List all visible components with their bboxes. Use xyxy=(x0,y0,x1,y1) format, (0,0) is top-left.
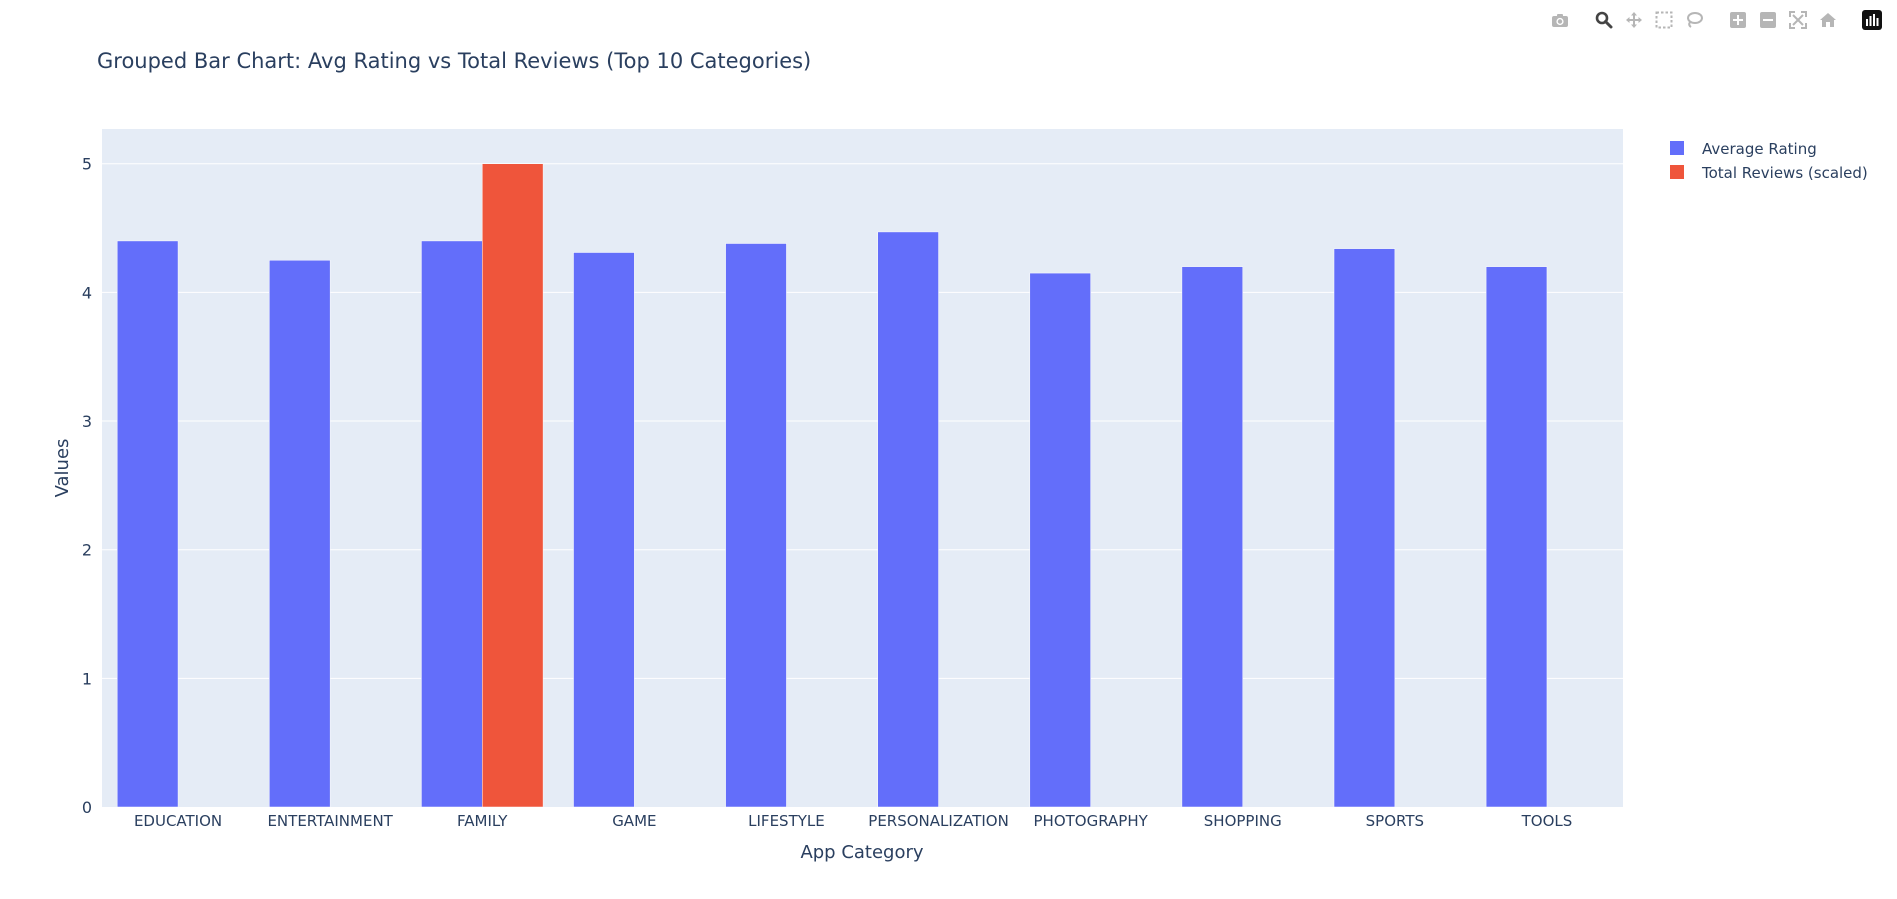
y-tick-label: 4 xyxy=(82,283,92,302)
bar-average-rating-personalization[interactable] xyxy=(877,231,939,808)
legend-label: Average Rating xyxy=(1702,140,1817,158)
legend-swatch xyxy=(1670,165,1684,179)
y-tick-label: 2 xyxy=(82,541,92,560)
zoom-in-icon[interactable] xyxy=(1723,9,1753,31)
legend: Average Rating Total Reviews (scaled) xyxy=(1670,140,1868,182)
y-tick-labels: 0 1 2 3 4 5 xyxy=(82,155,92,817)
bar-average-rating-family[interactable] xyxy=(421,240,483,808)
bar-average-rating-photography[interactable] xyxy=(1029,272,1091,808)
x-axis-title: App Category xyxy=(800,842,923,863)
bar-average-rating-sports[interactable] xyxy=(1333,248,1396,808)
autoscale-icon[interactable] xyxy=(1783,9,1813,31)
y-tick-label: 1 xyxy=(82,669,92,688)
x-tick-label: SHOPPING xyxy=(1204,812,1282,830)
pan-icon[interactable] xyxy=(1619,9,1649,31)
y-tick-label: 5 xyxy=(82,155,92,174)
bar-average-rating-game[interactable] xyxy=(573,252,635,808)
lasso-select-icon[interactable] xyxy=(1679,9,1709,31)
y-tick-label: 0 xyxy=(82,798,92,817)
x-tick-label: PERSONALIZATION xyxy=(868,812,1009,830)
zoom-out-icon[interactable] xyxy=(1753,9,1783,31)
box-select-icon[interactable] xyxy=(1649,9,1679,31)
reset-axes-icon[interactable] xyxy=(1813,9,1843,31)
legend-item[interactable]: Total Reviews (scaled) xyxy=(1670,164,1868,182)
x-tick-label: FAMILY xyxy=(457,812,508,830)
x-tick-label: EDUCATION xyxy=(134,812,222,830)
x-tick-label: ENTERTAINMENT xyxy=(267,812,393,830)
y-axis-title: Values xyxy=(52,439,73,498)
modebar-group-logo xyxy=(1857,9,1887,31)
bar-average-rating-shopping[interactable] xyxy=(1181,266,1244,808)
x-tick-label: TOOLS xyxy=(1521,812,1573,830)
bar-average-rating-lifestyle[interactable] xyxy=(725,243,787,808)
chart-title: Grouped Bar Chart: Avg Rating vs Total R… xyxy=(97,49,811,73)
bars xyxy=(116,163,1548,808)
camera-icon[interactable] xyxy=(1545,9,1575,31)
legend-item[interactable]: Average Rating xyxy=(1670,140,1817,158)
modebar xyxy=(1531,9,1887,31)
x-tick-label: GAME xyxy=(612,812,656,830)
x-tick-label: PHOTOGRAPHY xyxy=(1034,812,1149,830)
legend-label: Total Reviews (scaled) xyxy=(1701,164,1868,182)
bar-average-rating-education[interactable] xyxy=(116,240,179,808)
x-tick-label: LIFESTYLE xyxy=(748,812,825,830)
modebar-group-drag xyxy=(1589,9,1709,31)
x-tick-label: SPORTS xyxy=(1366,812,1424,830)
bar-average-rating-tools[interactable] xyxy=(1485,266,1548,808)
modebar-group-export xyxy=(1545,9,1575,31)
y-tick-label: 3 xyxy=(82,412,92,431)
zoom-icon[interactable] xyxy=(1589,9,1619,31)
plotly-logo-icon[interactable] xyxy=(1857,9,1887,31)
legend-swatch xyxy=(1670,141,1684,155)
bar-average-rating-entertainment[interactable] xyxy=(269,259,331,808)
x-tick-labels: EDUCATION ENTERTAINMENT FAMILY GAME LIFESTYL… xyxy=(134,812,1572,830)
bar-total-reviews-scaled-family[interactable] xyxy=(482,163,544,808)
modebar-group-zoom xyxy=(1723,9,1843,31)
